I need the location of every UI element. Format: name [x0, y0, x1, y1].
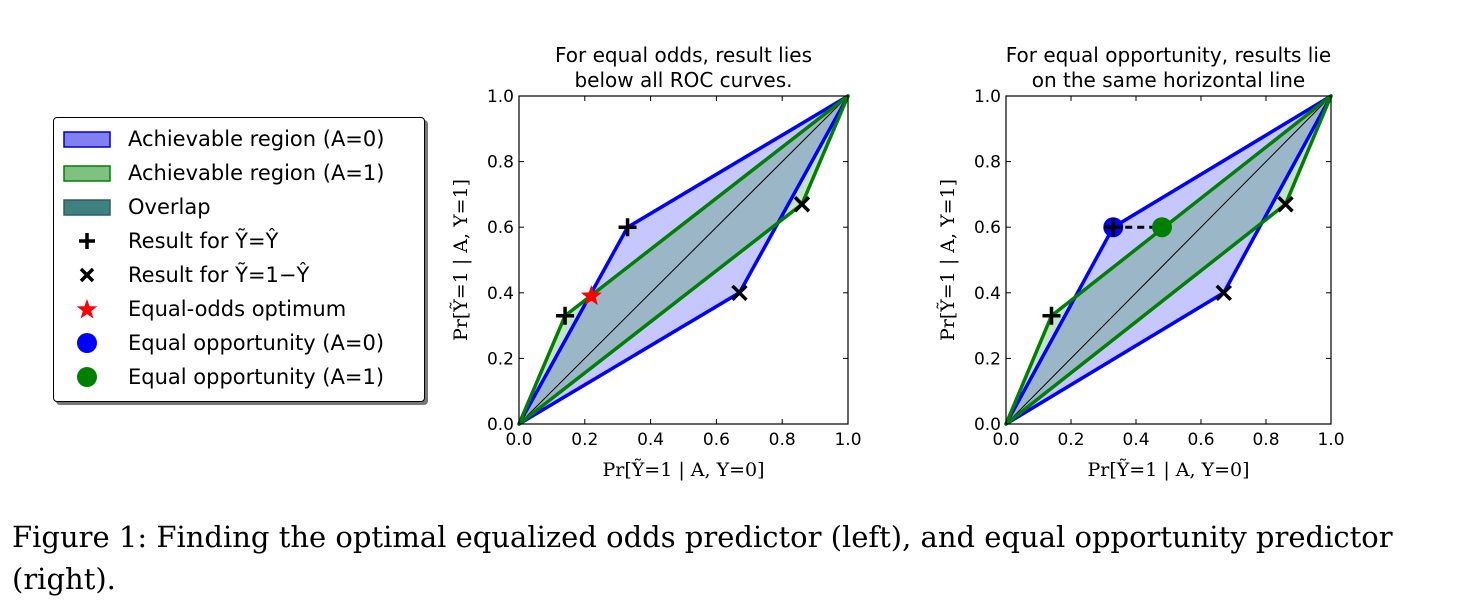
x-tick-label: 0.0 — [992, 430, 1019, 450]
x-tick-label: 1.0 — [1317, 430, 1344, 450]
x-tick-label: 0.6 — [703, 430, 730, 450]
legend-patch-a1 — [62, 160, 112, 186]
y-axis-label: Pr[Ỹ=1 | A, Y=1] — [937, 179, 959, 341]
axes-frame — [518, 95, 849, 425]
x-tick-label: 0.0 — [505, 430, 532, 450]
x-tick-label: 0.2 — [571, 430, 598, 450]
star-marker — [580, 285, 602, 305]
legend-item-x: Result for Ỹ=1−Ŷ — [54, 258, 424, 292]
legend-patch-a0 — [62, 126, 112, 152]
legend-label: Achievable region (A=0) — [128, 127, 385, 151]
legend-label: Equal opportunity (A=1) — [128, 365, 385, 389]
legend-label: Achievable region (A=1) — [128, 161, 385, 185]
legend-item-opp-a0: Equal opportunity (A=0) — [54, 326, 424, 360]
x-marker — [793, 196, 811, 213]
y-tick-label: 0.8 — [974, 153, 1001, 173]
legend-label: Equal-odds optimum — [128, 297, 347, 321]
blue-circle-marker-icon — [62, 330, 112, 356]
legend-label: Result for Ỹ=Ŷ — [128, 229, 279, 253]
caption-line-2: (right). — [12, 562, 116, 596]
y-tick-label: 0.4 — [487, 284, 514, 304]
y-tick-label: 0.0 — [487, 415, 514, 435]
legend-label: Equal opportunity (A=0) — [128, 331, 385, 355]
y-axis-label: Pr[Ỹ=1 | A, Y=1] — [450, 179, 472, 341]
x-tick-label: 0.6 — [1187, 430, 1214, 450]
x-marker-icon — [62, 262, 112, 288]
y-tick-label: 0.4 — [974, 284, 1001, 304]
plus-marker — [556, 306, 575, 325]
figure-canvas: 0.0 0.2 0.4 0.6 0.8 1.00.00.20.40.60.81.0For … — [450, 43, 1345, 481]
plus-marker — [618, 218, 637, 237]
y-tick-label: 1.0 — [974, 87, 1001, 107]
x-marker — [731, 284, 748, 302]
legend-item-region-a0: Achievable region (A=0) — [54, 122, 424, 156]
legend-patch-overlap — [62, 194, 112, 220]
plus-marker — [1104, 218, 1123, 237]
x-axis-label: Pr[Ỹ=1 | A, Y=0] — [1087, 459, 1249, 481]
x-marker — [1215, 284, 1232, 302]
y-tick-label: 0.6 — [974, 218, 1001, 238]
y-tick-label: 0.6 — [487, 218, 514, 238]
legend-item-opp-a1: Equal opportunity (A=1) — [54, 360, 424, 394]
x-tick-label: 1.0 — [834, 430, 861, 450]
x-tick-label: 0.4 — [637, 430, 664, 450]
diagonal-line — [518, 95, 849, 425]
caption-line-1: Figure 1: Finding the optimal equalized … — [12, 520, 1393, 554]
star-marker-icon — [62, 296, 112, 322]
x-axis-label: Pr[Ỹ=1 | A, Y=0] — [602, 459, 764, 481]
y-tick-label: 0.2 — [974, 349, 1001, 369]
legend-item-region-a1: Achievable region (A=1) — [54, 156, 424, 190]
legend: Achievable region (A=0) Achievable regio… — [53, 117, 425, 402]
chart-title: For equal odds, result lies — [555, 43, 812, 67]
chart-panel-2: 0.0 0.2 0.4 0.6 0.8 1.00.00.20.40.60.81.0For … — [937, 43, 1345, 481]
plus-marker — [1042, 306, 1061, 325]
chart-title: on the same horizontal line — [1032, 68, 1305, 92]
green-circle-marker-icon — [62, 364, 112, 390]
legend-label: Overlap — [128, 195, 211, 219]
legend-item-overlap: Overlap — [54, 190, 424, 224]
x-marker — [1277, 196, 1294, 213]
legend-label: Result for Ỹ=1−Ŷ — [128, 263, 310, 287]
axes-frame — [1005, 95, 1332, 425]
x-tick-label: 0.8 — [1252, 430, 1279, 450]
plus-marker-icon — [62, 228, 112, 254]
legend-item-plus: Result for Ỹ=Ŷ — [54, 224, 424, 258]
y-tick-label: 1.0 — [487, 87, 514, 107]
y-tick-label: 0.8 — [487, 153, 514, 173]
y-tick-label: 0.0 — [974, 415, 1001, 435]
y-tick-label: 0.2 — [487, 349, 514, 369]
x-tick-label: 0.2 — [1057, 430, 1084, 450]
figure-caption: Figure 1: Finding the optimal equalized … — [12, 516, 1452, 600]
chart-title: For equal opportunity, results lie — [1006, 43, 1331, 67]
circle-marker — [1152, 217, 1172, 238]
x-tick-label: 0.4 — [1122, 430, 1149, 450]
diagonal-line — [1005, 95, 1332, 425]
chart-panel-1: 0.0 0.2 0.4 0.6 0.8 1.0 0.0 0.2 0.4 0.6 0.8 1.0 For … — [450, 43, 862, 481]
chart-title: below all ROC curves. — [574, 68, 792, 92]
x-tick-label: 0.8 — [769, 430, 796, 450]
legend-item-star: Equal-odds optimum — [54, 292, 424, 326]
